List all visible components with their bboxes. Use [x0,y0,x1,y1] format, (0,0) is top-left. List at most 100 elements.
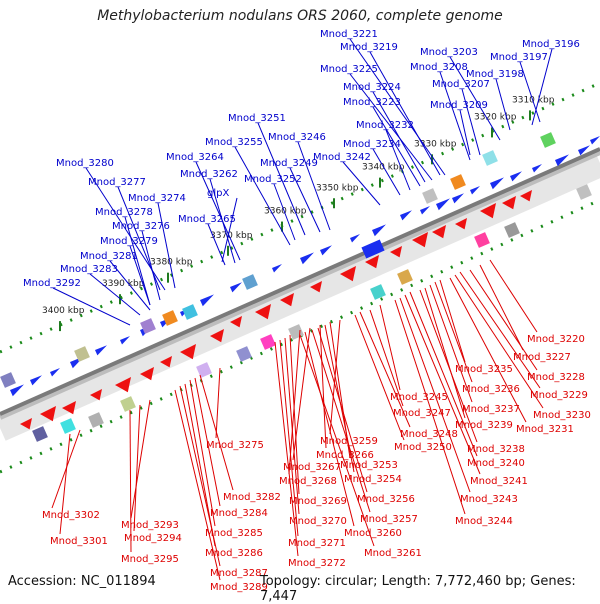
reverse-gene-label: Mnod_3266 [316,450,374,461]
reverse-leader-line [129,409,132,553]
forward-leader-line [195,161,241,261]
forward-gene-label: Mnod_3255 [205,137,263,148]
forward-gene-arrow [400,210,412,221]
forward-leader-line [385,129,411,191]
forward-gene-label: Mnod_3265 [178,214,236,225]
reverse-leader-line [399,297,471,493]
reverse-leader-line [429,284,473,403]
reverse-leader-line [133,404,141,532]
forward-gene-label: glpX [207,188,229,199]
forward-leader-line [109,260,151,311]
reverse-gene-arrow [480,203,496,219]
reverse-gene-label: Mnod_3240 [467,458,525,469]
forward-gene-arrow [10,384,24,397]
forward-gene-label: Mnod_3198 [466,69,524,80]
reverse-gene-label: Mnod_3271 [288,538,346,549]
reverse-leader-line [379,304,401,391]
reverse-gene-label: Mnod_3243 [460,494,518,505]
label-leader-lines [51,38,553,581]
reverse-gene-arrow [160,356,172,368]
reverse-gene-label: Mnod_3254 [344,474,402,485]
gene-labels: Mnod_3196 Mnod_3197 Mnod_3198 Mnod_3203 Mnod… [23,29,591,593]
forward-leader-line [531,48,553,126]
feature-block [236,346,252,362]
reverse-gene-label: Mnod_3295 [121,554,179,565]
forward-gene-label: Mnod_3208 [410,62,468,73]
forward-leader-line [372,148,401,196]
feature-block [504,222,520,238]
reverse-gene-arrow [40,406,56,422]
forward-gene-label: Mnod_3264 [166,152,224,163]
reverse-gene-label: Mnod_3230 [533,410,591,421]
reverse-leader-line [179,385,221,567]
forward-gene-arrow [532,164,542,173]
reverse-gene-label: Mnod_3220 [527,334,585,345]
reverse-gene-arrow [140,367,154,381]
forward-leader-line [141,230,161,301]
reverse-leader-line [274,341,299,557]
feature-block [0,372,16,388]
reverse-gene-label: Mnod_3236 [462,384,520,395]
forward-gene-label: Mnod_3252 [244,174,302,185]
reverse-gene-label: Mnod_3294 [124,533,182,544]
reverse-gene-label: Mnod_3275 [206,440,264,451]
forward-leader-line [124,216,151,306]
forward-gene-arrow [200,294,214,307]
reverse-gene-label: Mnod_3257 [360,514,418,525]
forward-gene-label: Mnod_3221 [320,29,378,40]
kbp-tick-label: 3330 kbp [414,139,457,149]
reverse-gene-arrow [520,190,532,202]
reverse-gene-arrow [90,389,102,401]
forward-leader-line [207,223,226,266]
reverse-gene-label: Mnod_3239 [455,420,513,431]
reverse-gene-label: Mnod_3228 [527,372,585,383]
reverse-leader-line [449,277,527,423]
feature-block [370,284,386,300]
forward-gene-label: Mnod_3262 [180,169,238,180]
reverse-gene-label: Mnod_3272 [288,558,346,569]
reverse-leader-line [215,367,221,439]
reverse-gene-label: Mnod_3247 [393,408,451,419]
forward-leader-line [461,88,481,156]
reverse-gene-label: Mnod_3253 [340,460,398,471]
forward-leader-line [129,245,151,306]
reverse-gene-arrow [502,196,516,210]
reverse-leader-line [354,314,405,441]
forward-gene-arrow [452,193,464,204]
forward-gene-label: Mnod_3278 [95,207,153,218]
reverse-gene-arrow [255,304,271,320]
forward-gene-label: Mnod_3219 [340,42,398,53]
reverse-leader-line [288,329,301,475]
reverse-gene-label: Mnod_3241 [470,476,528,487]
reverse-gene-label: Mnod_3250 [394,442,452,453]
reverse-leader-line [489,259,538,333]
feature-block [140,318,156,334]
kbp-tick-label: 3390 kbp [102,279,145,289]
reverse-leader-line [424,287,466,419]
forward-gene-arrow [436,198,450,211]
forward-gene-label: Mnod_3232 [356,120,414,131]
reverse-leader-line [130,399,151,519]
reverse-gene-label: Mnod_3270 [289,516,347,527]
forward-leader-line [349,73,433,181]
forward-gene-label: Mnod_3276 [112,221,170,232]
reverse-gene-label: Mnod_3259 [320,436,378,447]
reverse-leader-line [284,337,300,515]
forward-gene-label: Mnod_3209 [430,100,488,111]
forward-leader-line [52,287,131,326]
reverse-leader-line [369,309,404,407]
forward-leader-line [369,51,441,176]
reverse-gene-label: Mnod_3256 [357,494,415,505]
forward-gene-arrow [320,245,332,256]
reverse-gene-arrow [62,401,76,415]
forward-gene-label: Mnod_3249 [260,158,318,169]
forward-gene-arrow [95,345,107,356]
reverse-gene-label: Mnod_3238 [467,444,525,455]
reverse-leader-line [419,289,478,443]
reverse-leader-line [299,334,375,547]
kbp-tick-label: 3320 kbp [474,112,517,122]
forward-leader-line [439,71,471,161]
forward-leader-line [297,141,331,231]
